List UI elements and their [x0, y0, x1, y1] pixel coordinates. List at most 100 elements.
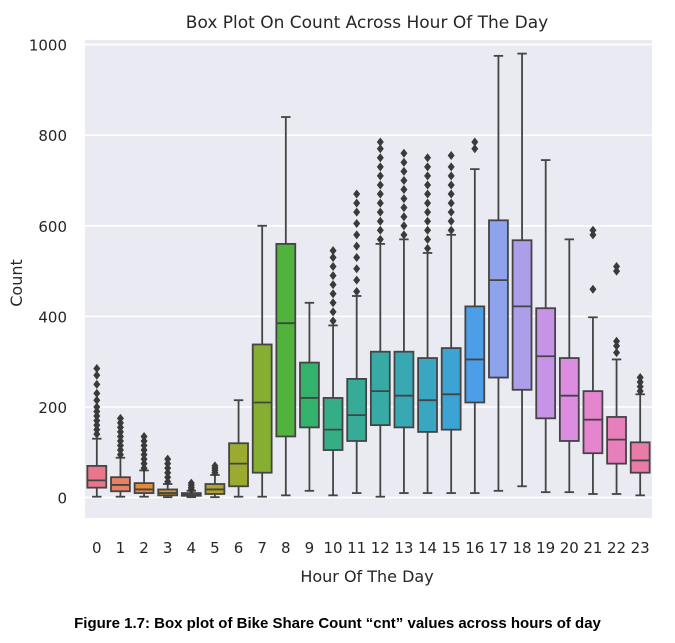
outlier-point: [400, 203, 408, 213]
outlier-point: [329, 271, 337, 281]
outlier-point: [376, 180, 384, 190]
x-tick-label: 23: [631, 539, 650, 557]
outlier-point: [471, 137, 479, 147]
outlier-point: [187, 478, 195, 488]
outlier-point: [636, 382, 644, 392]
outlier-point: [400, 157, 408, 167]
box-hour-9: [299, 301, 320, 492]
outlier-point: [116, 413, 124, 423]
outlier-point: [424, 162, 432, 172]
outlier-point: [93, 402, 101, 412]
iqr-box: [511, 239, 533, 391]
outlier-point: [376, 216, 384, 226]
x-tick-label: 13: [394, 539, 413, 557]
x-tick-label: 2: [139, 539, 149, 557]
outlier-point: [376, 234, 384, 244]
x-tick-label: 10: [324, 539, 343, 557]
outlier-point: [613, 266, 621, 276]
outlier-point: [140, 454, 148, 464]
outlier-point: [164, 454, 172, 464]
outlier-point: [636, 373, 644, 383]
outlier-point: [400, 230, 408, 240]
y-axis-label: Count: [7, 259, 26, 307]
iqr-box: [133, 482, 155, 494]
outlier-point: [116, 436, 124, 446]
x-tick-label: 17: [489, 539, 508, 557]
outlier-point: [376, 189, 384, 199]
box-hour-23: [629, 373, 651, 497]
outlier-point: [140, 436, 148, 446]
x-tick-label: 0: [92, 539, 102, 557]
plot-area: [85, 40, 652, 518]
box-hour-10: [322, 246, 344, 497]
outlier-point: [424, 189, 432, 199]
iqr-box: [322, 397, 344, 451]
outlier-point: [376, 225, 384, 235]
outlier-point: [447, 151, 455, 161]
box-hour-17: [488, 54, 509, 492]
outlier-point: [353, 218, 361, 228]
x-tick-label: 18: [513, 539, 532, 557]
outlier-point: [140, 450, 148, 460]
outlier-point: [636, 377, 644, 387]
y-tick-label: 800: [38, 127, 67, 145]
outlier-point: [329, 280, 337, 290]
iqr-box: [440, 347, 462, 431]
x-tick-label: 14: [418, 539, 437, 557]
box-hour-6: [228, 399, 249, 498]
outlier-point: [400, 185, 408, 195]
outlier-point: [211, 461, 219, 471]
box-hour-18: [511, 52, 533, 488]
outlier-point: [329, 307, 337, 317]
x-tick-label: 7: [257, 539, 267, 557]
outlier-point: [164, 472, 172, 482]
x-tick-label: 3: [163, 539, 173, 557]
outlier-point: [329, 262, 337, 272]
iqr-box: [629, 441, 651, 474]
x-tick-label: 19: [536, 539, 555, 557]
x-tick-labels: 0 1 2 3 4 5 6 7 8 9 10 11 12 13 14 15 16 17 18 19 20 21 22 23: [92, 539, 650, 557]
outlier-point: [164, 463, 172, 473]
outlier-point: [164, 477, 172, 487]
outlier-point: [447, 207, 455, 217]
outlier-point: [447, 225, 455, 235]
outlier-point: [116, 450, 124, 460]
outlier-point: [447, 180, 455, 190]
boxes: [86, 52, 651, 499]
outlier-point: [589, 284, 597, 294]
outlier-point: [116, 422, 124, 432]
box-hour-13: [393, 148, 415, 494]
outlier-point: [400, 166, 408, 176]
x-tick-label: 1: [116, 539, 126, 557]
outlier-point: [447, 216, 455, 226]
y-tick-label: 600: [38, 218, 67, 236]
outlier-point: [613, 336, 621, 346]
iqr-box: [582, 390, 604, 455]
outlier-point: [613, 348, 621, 358]
figure-caption: Figure 1.7: Box plot of Bike Share Count…: [74, 615, 601, 632]
iqr-box: [417, 357, 438, 433]
x-tick-label: 8: [281, 539, 291, 557]
x-axis-label: Hour Of The Day: [300, 567, 433, 586]
x-tick-label: 6: [234, 539, 244, 557]
outlier-point: [447, 198, 455, 208]
outlier-point: [93, 388, 101, 398]
outlier-point: [140, 463, 148, 473]
x-tick-label: 12: [371, 539, 390, 557]
outlier-point: [353, 252, 361, 262]
outlier-point: [424, 225, 432, 235]
x-tick-label: 16: [465, 539, 484, 557]
outlier-point: [140, 431, 148, 441]
x-tick-label: 21: [583, 539, 602, 557]
box-hour-1: [110, 413, 131, 498]
outlier-point: [353, 189, 361, 199]
box-hour-8: [275, 116, 297, 497]
box-hour-12: [369, 137, 391, 498]
outlier-point: [376, 198, 384, 208]
outlier-point: [116, 427, 124, 437]
chart-title: Box Plot On Count Across Hour Of The Day: [186, 13, 548, 33]
outlier-point: [93, 429, 101, 439]
iqr-box: [251, 343, 273, 474]
outlier-point: [376, 137, 384, 147]
outlier-point: [424, 180, 432, 190]
